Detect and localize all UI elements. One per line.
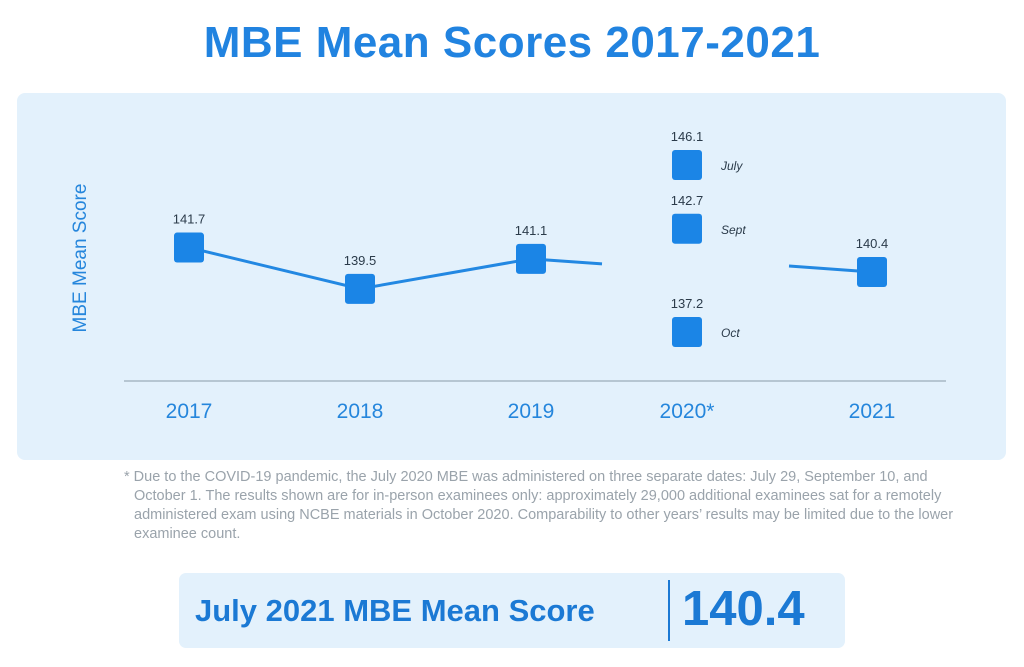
x-tick-label: 2019 [508,400,555,423]
y-axis-title: MBE Mean Score [70,184,91,333]
data-label: 140.4 [856,236,889,251]
chart-title: MBE Mean Scores 2017-2021 [203,18,821,67]
summary-box: July 2021 MBE Mean Score 140.4 [179,573,845,648]
data-point-marker [174,232,204,263]
summary-label: July 2021 MBE Mean Score [195,593,595,628]
chart-panel: MBE Mean Score 2017 2018 2019 2020* 2021 141.7… [17,93,1006,460]
x-tick-label: 2021 [849,400,896,423]
x-tick-label: 2018 [337,400,384,423]
session-note: July [720,159,743,173]
data-point-marker [672,213,702,244]
data-point-marker [516,243,546,274]
data-point-marker [857,256,887,287]
session-note: Oct [721,326,740,340]
summary-value: 140.4 [682,582,805,636]
data-label: 142.7 [671,193,704,208]
data-label: 141.7 [173,212,206,227]
data-point-marker [672,150,702,180]
footnote: * Due to the COVID-19 pandemic, the July… [124,469,954,542]
session-note: Sept [721,223,746,237]
data-label: 137.2 [671,296,704,311]
data-label: 139.5 [344,253,377,268]
x-tick-label: 2020* [660,400,715,423]
data-label: 146.1 [671,129,704,144]
data-point-marker [345,273,375,304]
data-label: 141.1 [515,223,548,238]
summary-divider [668,580,670,641]
data-point-marker [672,317,702,347]
x-tick-label: 2017 [166,400,213,423]
chart-svg: MBE Mean Score 2017 2018 2019 2020* 2021 141.7… [70,129,946,423]
